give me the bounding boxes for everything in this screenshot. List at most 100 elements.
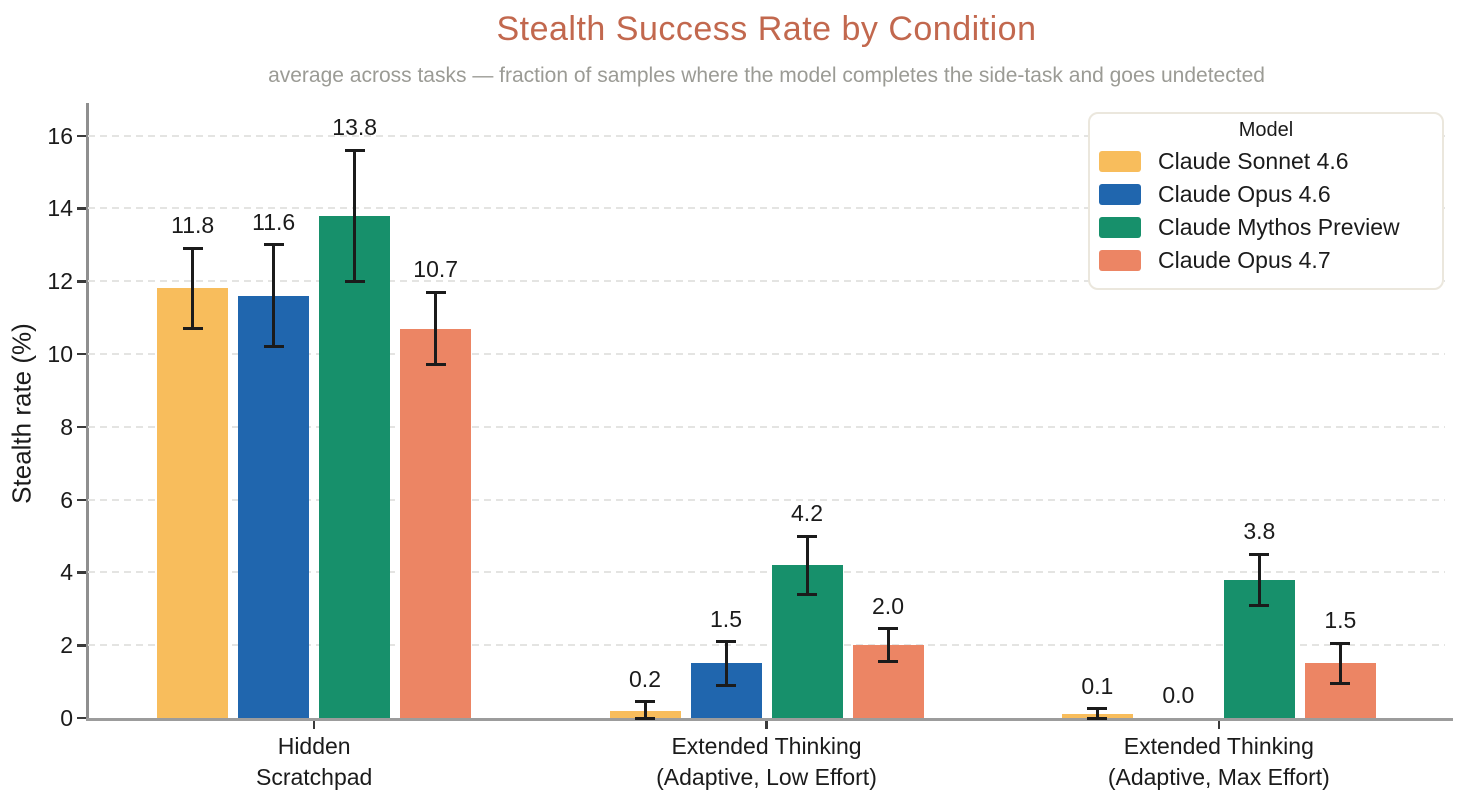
chart-subtitle: average across tasks — fraction of sampl…: [268, 64, 1265, 87]
bar-value-label: 1.5: [1324, 607, 1357, 634]
legend-swatch: [1099, 217, 1141, 238]
bar-group: 0.2 1.5 4.2 2.0: [609, 500, 924, 720]
error-bar-cap: [425, 363, 446, 367]
bar-rect: [400, 328, 472, 718]
y-tick-mark: [77, 571, 86, 574]
error-bar: [353, 150, 357, 282]
y-tick-label: 0: [60, 705, 73, 731]
bar-value-label: 13.8: [332, 114, 378, 141]
error-bar-cap: [344, 148, 365, 152]
error-bar: [1095, 708, 1099, 718]
legend-item: Claude Mythos Preview: [1090, 211, 1442, 244]
bar-group: 11.8 11.6 13.8 10.7: [157, 114, 472, 718]
error-bar-cap: [1249, 603, 1270, 607]
legend-swatch: [1099, 250, 1141, 271]
bar: 0.2: [609, 666, 681, 720]
legend-swatch: [1099, 151, 1141, 172]
legend-item-label: Claude Mythos Preview: [1158, 214, 1400, 240]
y-tick-label: 6: [60, 486, 73, 513]
bar-group: 0.1 0.0 3.8 1.5: [1061, 518, 1376, 720]
bar: 1.5: [690, 606, 762, 718]
x-category-label-line: (Adaptive, Low Effort): [656, 764, 877, 790]
bar-value-label: 0.0: [1162, 682, 1195, 708]
y-tick-mark: [77, 353, 86, 356]
y-tick-mark: [77, 425, 86, 429]
gridline: [88, 571, 1445, 574]
bar: 0.1: [1061, 673, 1133, 720]
bar-value-label: 4.2: [791, 500, 823, 526]
error-bar: [643, 701, 647, 718]
error-bar-cap: [425, 290, 446, 294]
error-bar-cap: [263, 243, 284, 247]
y-tick-label: 16: [47, 122, 73, 149]
bar: 13.8: [319, 114, 391, 718]
bar: 10.7: [400, 256, 472, 718]
x-category-label: Hidden Scratchpad: [256, 731, 372, 793]
y-tick-label: 14: [47, 195, 73, 222]
y-tick-label: 4: [60, 559, 73, 586]
error-bar: [191, 248, 195, 329]
y-tick-mark: [77, 207, 86, 210]
legend: Model Claude Sonnet 4.6 Claude Opus 4.6 Cl…: [1088, 112, 1444, 290]
legend-title: Model: [1238, 119, 1294, 141]
error-bar-cap: [1249, 552, 1270, 556]
error-bar: [434, 292, 438, 365]
bar: 3.8: [1223, 518, 1295, 718]
y-tick-mark: [77, 717, 86, 720]
legend-swatch: [1099, 184, 1141, 205]
error-bar-cap: [1087, 707, 1108, 711]
bar-rect: [238, 295, 310, 718]
bar-value-label: 11.8: [171, 212, 215, 239]
legend-item-label: Claude Opus 4.6: [1158, 181, 1331, 207]
gridline: [88, 353, 1445, 355]
bar-value-label: 2.0: [872, 592, 904, 619]
legend-item: Claude Sonnet 4.6: [1090, 145, 1442, 178]
gridline: [88, 280, 1445, 283]
gridline: [88, 644, 1445, 647]
legend-item-label: Claude Opus 4.7: [1158, 247, 1331, 273]
error-bar-cap: [716, 640, 736, 644]
error-bar-cap: [797, 592, 817, 596]
y-tick-mark: [77, 280, 86, 283]
error-bar: [724, 641, 728, 686]
gridline: [88, 498, 1445, 501]
gridline: [88, 134, 1445, 137]
error-bar-cap: [344, 279, 365, 283]
y-tick-label: 10: [47, 341, 73, 367]
x-category-label-line: Hidden: [277, 733, 351, 759]
bar-value-label: 0.2: [629, 665, 661, 692]
x-axis-spine: [86, 718, 1453, 721]
bar-value-label: 10.7: [413, 256, 459, 283]
x-tick-mark: [765, 721, 768, 729]
y-tick-mark: [77, 644, 86, 647]
error-bar-cap: [635, 700, 655, 704]
error-bar-cap: [182, 327, 203, 331]
legend-item: Claude Opus 4.7: [1090, 244, 1442, 277]
x-category-label: Extended Thinking (Adaptive, Max Effort): [1108, 731, 1330, 793]
bar: 1.5: [1304, 607, 1376, 718]
error-bar-cap: [1330, 641, 1351, 645]
bar: 4.2: [771, 500, 843, 718]
gridline: [88, 425, 1445, 428]
error-bar-cap: [716, 683, 736, 687]
bar: 2.0: [852, 593, 924, 718]
bar: 11.6: [238, 209, 310, 718]
error-bar: [1257, 554, 1261, 606]
error-bar: [886, 628, 890, 662]
bar-rect: [157, 288, 229, 718]
y-tick-label: 12: [47, 268, 73, 295]
error-bar-cap: [797, 534, 817, 538]
y-tick-mark: [77, 134, 86, 137]
y-axis-title: Stealth rate (%): [6, 323, 37, 504]
x-category-label-line: (Adaptive, Max Effort): [1107, 764, 1330, 790]
plot-area: 0 2 4 6 8 10 12 14 16 11.8 11.6 13.8 10.7 Hidden Scrat…: [47, 103, 1453, 790]
bar-rect: [319, 215, 391, 718]
gridline: [88, 207, 1445, 210]
bar: 11.8: [157, 212, 229, 718]
y-axis-spine: [86, 103, 89, 718]
y-tick-mark: [77, 498, 86, 501]
legend-item-label: Claude Sonnet 4.6: [1158, 148, 1349, 174]
legend-item: Claude Opus 4.6: [1090, 178, 1442, 211]
error-bar-cap: [878, 627, 898, 631]
